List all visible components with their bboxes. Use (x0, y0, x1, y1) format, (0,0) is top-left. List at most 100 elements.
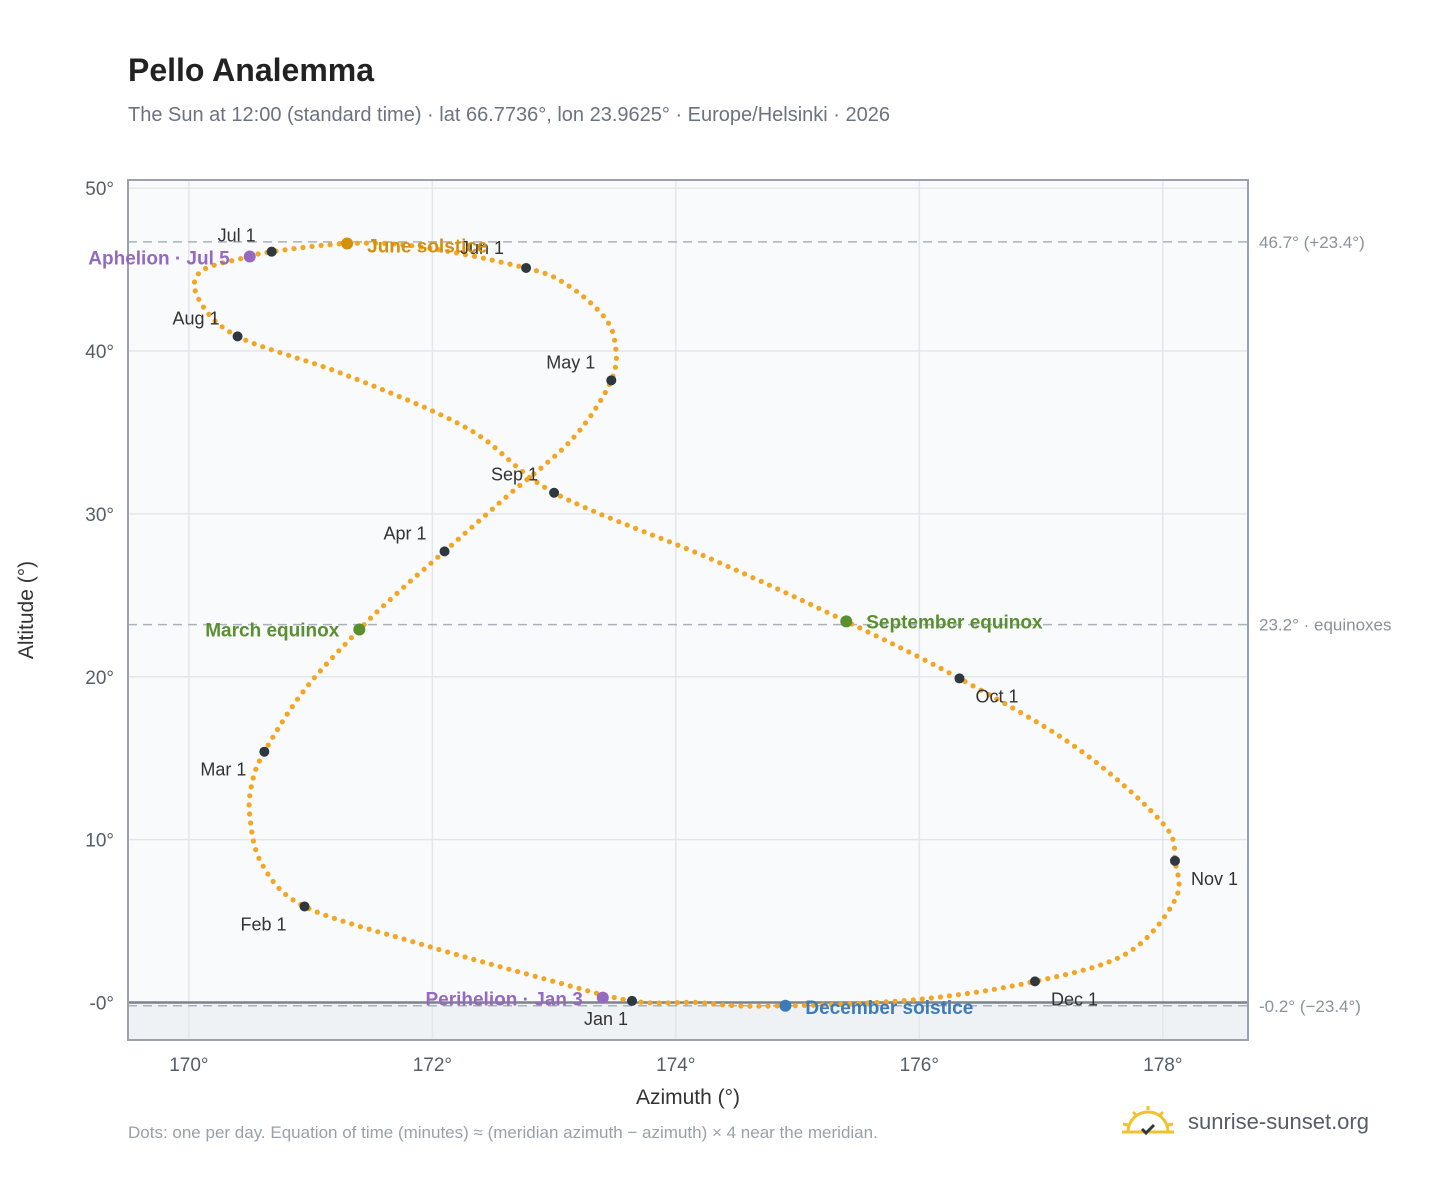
day-dot (413, 401, 419, 407)
day-dot (290, 897, 296, 903)
day-dot (219, 324, 225, 330)
day-dot (816, 605, 822, 611)
day-dot (910, 997, 916, 1003)
day-dot (363, 240, 369, 246)
day-dot (558, 278, 565, 284)
day-dot (964, 990, 971, 997)
day-dot (337, 370, 343, 376)
day-dot (733, 567, 739, 573)
day-dot (538, 465, 544, 471)
day-dot (1045, 976, 1051, 982)
day-dot (382, 240, 388, 246)
day-dot (336, 241, 342, 247)
day-dot (552, 453, 558, 459)
event-label: Perihelion · Jan 3 (425, 990, 582, 1011)
day-dot (808, 601, 814, 608)
event-marker (341, 237, 354, 250)
day-dot (783, 590, 789, 596)
day-dot (436, 247, 442, 253)
day-dot (391, 241, 397, 247)
day-dot (384, 931, 390, 937)
day-dot (396, 393, 402, 400)
day-dot (303, 358, 309, 364)
day-dot (532, 973, 538, 979)
month-marker (439, 546, 450, 557)
day-dot (485, 439, 491, 445)
day-dot (938, 665, 944, 672)
day-dot (702, 1000, 708, 1006)
day-dot (379, 387, 385, 393)
event-marker (840, 615, 853, 628)
day-dot (571, 434, 577, 440)
day-dot (577, 427, 583, 433)
day-dot (314, 909, 320, 915)
day-dot (492, 445, 498, 451)
day-dot (512, 463, 519, 469)
day-dot (346, 373, 352, 379)
day-dot (247, 811, 253, 817)
day-dot (510, 488, 516, 494)
day-dot (946, 993, 953, 999)
event-marker (353, 623, 366, 636)
day-dot (609, 328, 616, 334)
day-dot (581, 294, 587, 300)
month-marker (627, 995, 637, 1006)
day-dot (392, 934, 398, 940)
day-dot (1062, 972, 1069, 978)
day-dot (994, 696, 1000, 702)
day-dot (265, 871, 271, 877)
day-dot (268, 347, 274, 353)
day-dot (881, 637, 888, 643)
event-marker (779, 999, 792, 1012)
day-dot (462, 252, 469, 258)
day-dot (531, 471, 537, 477)
day-dot (212, 318, 218, 324)
day-dot (683, 999, 690, 1006)
brand[interactable]: sunrise-sunset.org (1120, 1104, 1369, 1140)
day-dot (542, 270, 548, 276)
day-dot (838, 1001, 844, 1007)
day-dot (656, 1000, 662, 1006)
day-dot (574, 501, 580, 507)
day-dot (372, 240, 379, 246)
day-dot (211, 262, 217, 268)
day-dot (906, 649, 912, 655)
day-dot (1175, 890, 1181, 896)
day-dot (286, 352, 292, 358)
day-dot (874, 999, 880, 1006)
day-dot (499, 451, 505, 457)
day-dot (829, 1002, 835, 1008)
day-dot (616, 519, 622, 525)
month-marker (954, 673, 965, 684)
day-dot (658, 535, 664, 542)
day-dot (503, 494, 509, 500)
day-dot (857, 625, 863, 631)
day-dot (480, 959, 486, 965)
day-dot (471, 956, 477, 963)
day-dot (594, 306, 600, 312)
day-dot (1049, 728, 1055, 734)
event-label: September equinox (866, 612, 1043, 633)
day-dot (279, 719, 285, 725)
day-dot (1167, 906, 1173, 912)
day-dot (471, 253, 478, 259)
day-dot (582, 420, 589, 426)
day-dot (865, 1000, 871, 1006)
day-dot (675, 542, 681, 548)
day-dot (810, 1002, 817, 1008)
day-dot (196, 296, 202, 302)
day-dot (1033, 719, 1039, 725)
day-dot (243, 337, 249, 343)
day-dot (265, 742, 271, 748)
month-marker (232, 331, 243, 342)
day-dot (348, 635, 354, 641)
day-dot (633, 525, 639, 532)
day-dot (371, 383, 377, 389)
day-dot (253, 847, 259, 853)
day-dot (363, 380, 369, 386)
day-dot (435, 554, 441, 560)
day-dot (692, 999, 699, 1006)
day-dot (588, 413, 594, 419)
month-label: Nov 1 (1191, 869, 1238, 889)
day-dot (421, 404, 427, 410)
